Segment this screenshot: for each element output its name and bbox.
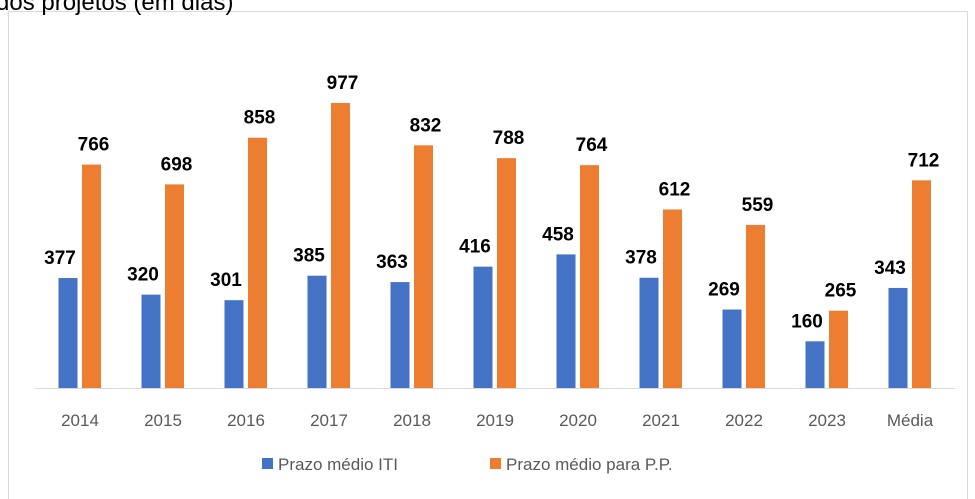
data-label: 416 (459, 237, 491, 258)
x-tick-label: 2018 (393, 411, 431, 430)
bar (746, 224, 765, 388)
data-label: 320 (127, 265, 159, 286)
legend-label: Prazo médio ITI (278, 455, 398, 474)
data-label: 559 (742, 195, 774, 216)
x-tick-label: 2021 (642, 411, 680, 430)
x-tick-label: 2020 (559, 411, 597, 430)
data-label: 788 (493, 128, 525, 149)
bar (805, 341, 825, 388)
x-tick-label: 2017 (310, 411, 348, 430)
bar (82, 164, 101, 388)
bar (556, 254, 576, 388)
bar (165, 184, 184, 388)
bar (224, 300, 244, 388)
legend-swatch (490, 458, 501, 469)
bar (414, 145, 433, 388)
data-label: 385 (293, 246, 325, 267)
x-tick-label: 2019 (476, 411, 514, 430)
x-tick-label: 2023 (808, 411, 846, 430)
bar (141, 294, 161, 388)
data-label: 458 (542, 224, 574, 245)
data-label: 764 (576, 135, 608, 156)
data-label: 712 (908, 150, 940, 171)
bar (639, 277, 659, 388)
data-label: 378 (625, 248, 657, 269)
data-label: 343 (874, 258, 906, 279)
x-tick-label: 2015 (144, 411, 182, 430)
chart-title: dos projetos (em dias) (0, 0, 233, 16)
legend-swatch (262, 458, 273, 469)
bar (248, 137, 267, 388)
bar (580, 165, 599, 388)
data-label: 612 (659, 179, 691, 200)
x-tick-label: Média (887, 411, 934, 430)
legend-label: Prazo médio para P.P. (506, 455, 673, 474)
bar (829, 310, 848, 388)
data-label: 363 (376, 252, 408, 273)
bar (331, 103, 350, 389)
bar (888, 287, 908, 388)
data-label: 858 (244, 108, 276, 129)
bar (663, 209, 682, 388)
data-label: 269 (708, 280, 740, 301)
x-tick-label: 2016 (227, 411, 265, 430)
data-label: 977 (327, 73, 359, 94)
bar (390, 282, 410, 388)
bar (912, 180, 931, 388)
data-label: 377 (44, 248, 76, 269)
bar (497, 158, 516, 388)
data-label: 265 (825, 281, 857, 302)
data-label: 160 (791, 311, 823, 332)
bar (58, 278, 78, 388)
bar (307, 275, 327, 388)
x-tick-label: 2022 (725, 411, 763, 430)
data-label: 698 (161, 154, 193, 175)
data-label: 766 (78, 135, 110, 156)
x-tick-label: 2014 (61, 411, 99, 430)
bar (473, 266, 493, 388)
bar (722, 309, 742, 388)
data-label: 832 (410, 115, 442, 136)
data-label: 301 (210, 270, 242, 291)
